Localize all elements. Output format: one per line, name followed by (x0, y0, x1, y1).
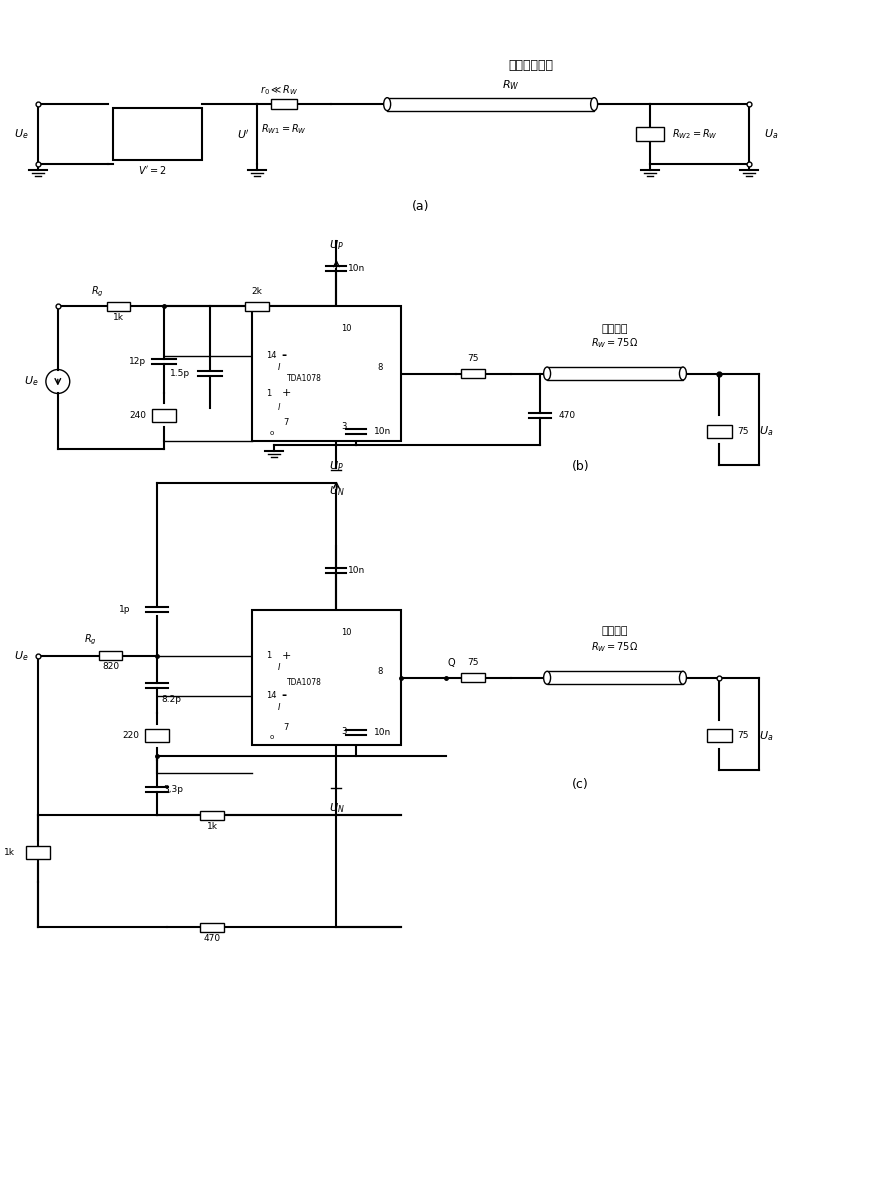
Text: 8: 8 (378, 363, 383, 372)
Text: $U_a$: $U_a$ (764, 127, 779, 141)
Text: 12p: 12p (129, 357, 146, 366)
Bar (252, 610, 401, 746)
Bar (547, 671, 683, 684)
Text: 10n: 10n (349, 567, 366, 575)
Bar (152, 409, 177, 422)
Bar (145, 729, 169, 742)
Ellipse shape (590, 98, 598, 111)
Text: I: I (278, 703, 280, 713)
Bar (707, 425, 732, 438)
Text: 14: 14 (266, 351, 276, 360)
Text: o: o (270, 430, 274, 436)
Text: 1k: 1k (4, 848, 15, 856)
Bar (107, 302, 131, 311)
Text: 1.5p: 1.5p (170, 369, 190, 378)
Text: (b): (b) (572, 461, 589, 474)
Bar (707, 729, 732, 742)
Text: 2k: 2k (252, 287, 263, 296)
Text: 470: 470 (558, 411, 575, 419)
Bar (99, 651, 123, 661)
Text: 1k: 1k (113, 313, 124, 322)
Text: 8: 8 (378, 667, 383, 676)
Text: 75: 75 (737, 426, 749, 436)
Ellipse shape (679, 671, 686, 684)
Bar (113, 108, 202, 160)
Bar (252, 306, 401, 441)
Text: $R_g$: $R_g$ (91, 285, 104, 299)
Text: 75: 75 (467, 657, 478, 667)
Text: 220: 220 (123, 732, 140, 740)
Text: 3,3p: 3,3p (163, 785, 184, 794)
Text: TDA1078: TDA1078 (287, 373, 322, 383)
Text: $U_a$: $U_a$ (759, 729, 773, 742)
Text: $U'$: $U'$ (237, 127, 250, 140)
Text: $R_{W2}=R_W$: $R_{W2}=R_W$ (672, 127, 718, 141)
Text: +: + (281, 650, 291, 661)
Text: $r_0 \ll R_W$: $r_0 \ll R_W$ (260, 84, 298, 97)
Text: $U_P$: $U_P$ (329, 459, 344, 474)
Bar (200, 922, 224, 932)
Text: 1: 1 (266, 389, 271, 398)
Bar (26, 846, 50, 859)
Text: 3: 3 (341, 727, 347, 736)
Bar (547, 368, 683, 380)
Text: 7: 7 (284, 418, 289, 428)
Bar (387, 98, 594, 111)
Bar (636, 127, 664, 141)
Text: TDA1078: TDA1078 (287, 679, 322, 687)
Text: 1: 1 (266, 651, 271, 661)
Text: 10: 10 (341, 324, 352, 333)
Text: $U_P$: $U_P$ (329, 238, 344, 252)
Text: 75: 75 (467, 353, 478, 363)
Text: -: - (281, 689, 287, 702)
Bar (461, 369, 485, 378)
Text: 10n: 10n (375, 728, 392, 737)
Text: 同轴导线: 同轴导线 (602, 324, 628, 333)
Text: $U_e$: $U_e$ (13, 127, 29, 141)
Text: 3: 3 (341, 423, 347, 431)
Text: -: - (281, 349, 287, 362)
Text: 10: 10 (341, 628, 352, 637)
Text: l: l (278, 403, 280, 412)
Text: 10n: 10n (375, 426, 392, 436)
Text: o: o (270, 734, 274, 740)
Text: $R_{W1}=R_W$: $R_{W1}=R_W$ (261, 123, 306, 135)
Text: $U_N$: $U_N$ (329, 801, 344, 815)
Ellipse shape (383, 98, 391, 111)
Text: $R_W=75\Omega$: $R_W=75\Omega$ (591, 337, 639, 350)
Text: 7: 7 (284, 722, 289, 732)
Text: 470: 470 (203, 934, 220, 944)
Text: $R_W=75\Omega$: $R_W=75\Omega$ (591, 640, 639, 654)
Text: 同轴导线波阻: 同轴导线波阻 (508, 59, 553, 72)
Text: Q: Q (447, 657, 454, 668)
Ellipse shape (679, 368, 686, 380)
Text: $R_g$: $R_g$ (84, 633, 97, 647)
Text: $U_e$: $U_e$ (13, 649, 29, 663)
Text: 240: 240 (129, 411, 146, 419)
Text: 1p: 1p (119, 605, 131, 615)
Text: (c): (c) (572, 777, 589, 790)
Text: 820: 820 (102, 662, 119, 670)
Ellipse shape (544, 368, 550, 380)
Bar (271, 99, 297, 110)
Bar (461, 674, 485, 682)
Text: $U_e$: $U_e$ (23, 375, 39, 389)
Text: $U_a$: $U_a$ (759, 424, 773, 438)
Text: $R_W$: $R_W$ (502, 79, 520, 92)
Text: 同轴导线: 同轴导线 (602, 626, 628, 636)
Text: 75: 75 (737, 732, 749, 740)
Text: I: I (278, 363, 280, 372)
Bar (245, 302, 269, 311)
Text: +: + (281, 389, 291, 398)
Text: 1k: 1k (207, 822, 218, 832)
Ellipse shape (544, 671, 550, 684)
Text: $U_N$: $U_N$ (329, 484, 344, 498)
Text: 10n: 10n (349, 264, 366, 273)
Text: 14: 14 (266, 691, 276, 700)
Text: I: I (278, 663, 280, 673)
Bar (200, 810, 224, 820)
Text: $V'=2$: $V'=2$ (138, 164, 167, 176)
Text: (a): (a) (412, 200, 430, 213)
Text: 8.2p: 8.2p (161, 695, 181, 704)
